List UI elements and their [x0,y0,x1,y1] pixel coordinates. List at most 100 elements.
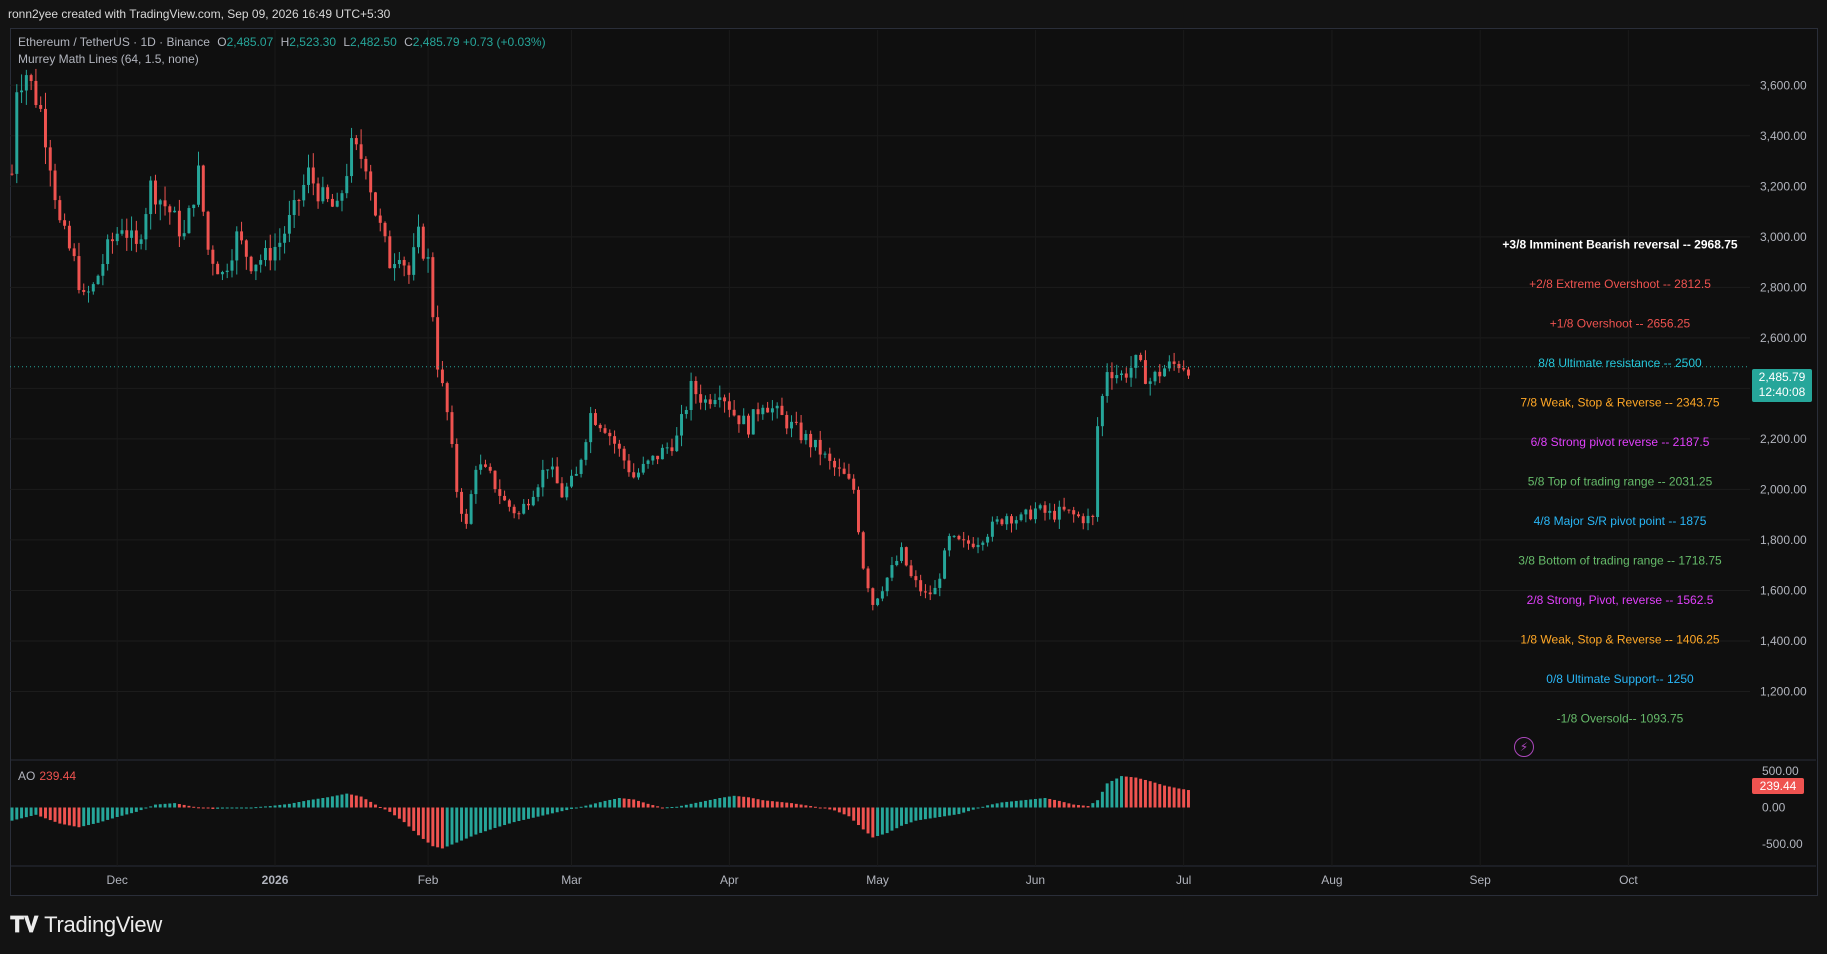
candle-body [1124,373,1128,378]
ao-y-tick-label: 0.00 [1762,801,1786,815]
ao-bar [1019,800,1023,808]
candle-body [67,225,71,249]
candle-body [713,399,717,405]
ao-bar [240,807,244,809]
candle-body [1019,514,1023,521]
candle-body [1129,367,1133,378]
ao-bar [20,807,24,819]
candle-body [852,478,856,490]
high-label: H [280,35,290,49]
candle-body [828,453,832,461]
candle-body [120,230,124,234]
indicator-name[interactable]: Murrey Math Lines (64, 1.5, none) [18,52,199,66]
y-tick-label: 2,800.00 [1760,280,1807,294]
ao-bar [732,795,736,808]
tradingview-logo[interactable]: 𝐓𝐕 TradingView [10,912,162,938]
ao-bar [876,807,880,836]
ao-bar [818,807,822,809]
y-tick-label: 3,000.00 [1760,230,1807,244]
candle-body [110,239,114,242]
ao-bar [130,807,134,814]
candle-body [904,547,908,566]
ao-bar [531,807,535,818]
ao-bar [1038,798,1042,808]
candle-body [53,170,57,201]
ao-bar [330,796,334,808]
lightning-icon[interactable]: ⚡ [1514,737,1534,757]
candle-body [1134,354,1138,368]
ao-bar [292,802,296,808]
ao-bar [995,803,999,808]
candle-body [1072,510,1076,515]
ao-bar [1163,785,1167,808]
ao-bar [187,805,191,808]
candle-body [900,547,904,561]
candle-body [593,413,597,425]
ao-bar [388,807,392,812]
close-value: 2,485.79 [412,35,460,49]
ao-bar [369,801,373,808]
ao-bar [302,801,306,808]
candle-body [440,369,444,384]
candle-body [278,242,282,247]
candle-body [804,433,808,441]
candle-body [230,260,234,271]
murrey-level-label: +3/8 Imminent Bearish reversal -- 2968.7… [1502,238,1737,252]
ao-bar [460,807,464,841]
ao-bar [541,807,545,816]
y-tick-label: 3,200.00 [1760,179,1807,193]
ao-bar [326,797,330,808]
murrey-level-label: 6/8 Strong pivot reverse -- 2187.5 [1531,435,1710,449]
ao-bar [747,797,750,808]
candle-body [560,483,564,498]
ao-bar [952,807,956,815]
ao-bar [354,795,358,808]
candle-body [747,415,750,435]
change-value: +0.73 (+0.03%) [462,35,546,49]
ao-bar [34,807,38,815]
ao-bar [608,799,612,808]
murrey-level-label: 5/8 Top of trading range -- 2031.25 [1528,475,1713,489]
ao-bar [895,807,899,829]
y-tick-label: 1,400.00 [1760,634,1807,648]
ao-bar [488,807,492,830]
ao-bar [737,796,741,808]
candle-body [220,272,224,275]
candle-body [550,466,554,470]
ao-bar [440,807,444,849]
y-tick-label: 1,200.00 [1760,684,1807,698]
ao-name[interactable]: AO [18,769,36,783]
ao-bar [675,806,679,808]
candle-body [933,587,937,595]
candle-body [373,192,377,216]
symbol-title[interactable]: Ethereum / TetherUS · 1D · Binance [18,35,210,49]
ao-bar [1124,776,1128,808]
ao-bar [182,804,186,808]
candle-body [1186,369,1190,376]
ao-bar [904,807,908,825]
ao-bar [311,799,315,808]
last-price-badge: 2,485.79 12:40:08 [1752,369,1812,402]
candle-body [321,187,325,202]
candle-body [1115,375,1119,379]
ao-bar [1005,801,1009,808]
ao-bar [1072,804,1076,808]
candle-body [1000,519,1004,525]
ao-bar [364,799,368,808]
candle-body [527,503,530,506]
candle-body [708,399,712,405]
candle-body [201,165,205,212]
ao-bar [163,803,167,808]
candle-body [479,464,483,470]
ao-bar [1110,780,1114,808]
ao-bar [436,807,440,848]
candle-body [464,513,468,524]
ao-bar [503,807,507,826]
candle-body [402,259,406,266]
candle-body [469,494,473,524]
candle-body [39,105,43,109]
ao-bar [555,807,559,813]
candle-body [703,399,707,403]
candle-body [770,408,774,413]
